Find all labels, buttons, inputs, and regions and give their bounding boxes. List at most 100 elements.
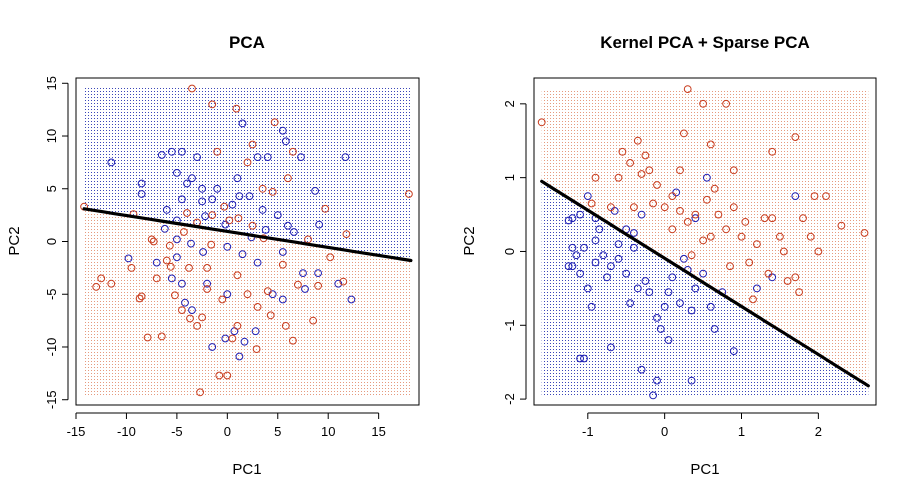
data-point-class_b xyxy=(729,203,738,212)
y-tick-label: -15 xyxy=(44,390,59,409)
data-point-class_b xyxy=(152,274,161,283)
data-point-class_a xyxy=(213,184,222,193)
data-point-class_b xyxy=(233,322,242,330)
data-point-class_a xyxy=(299,269,307,278)
data-point-class_a xyxy=(580,354,588,363)
data-point-class_b xyxy=(339,277,348,286)
data-point-class_a xyxy=(183,179,191,188)
data-point-class_b xyxy=(680,129,688,138)
data-point-class_b xyxy=(270,118,279,127)
data-point-class_b xyxy=(722,99,730,108)
data-point-class_a xyxy=(240,337,249,346)
data-point-class_a xyxy=(649,391,657,400)
data-point-class_a xyxy=(656,325,665,333)
data-point-class_b xyxy=(266,311,275,320)
data-point-class_b xyxy=(614,173,623,182)
data-point-class_a xyxy=(193,153,202,162)
data-point-class_b xyxy=(764,269,773,278)
x-tick-label: 0 xyxy=(661,424,668,439)
data-point-class_a xyxy=(188,306,196,315)
data-point-class_a xyxy=(181,298,189,307)
decision-boundary xyxy=(540,179,870,388)
data-point-class_a xyxy=(703,173,711,182)
data-point-class_a xyxy=(253,153,262,162)
data-point-class_a xyxy=(167,274,176,283)
data-point-class_b xyxy=(618,147,627,156)
data-point-class_b xyxy=(683,218,692,226)
x-tick-label: 1 xyxy=(738,424,745,439)
data-point-class_a xyxy=(238,250,247,259)
data-point-class_b xyxy=(791,273,800,282)
data-point-class_a xyxy=(157,151,166,159)
data-point-class_a xyxy=(637,210,646,219)
data-point-class_a xyxy=(699,269,707,278)
data-point-class_b xyxy=(289,147,297,156)
y-tick-label: -1 xyxy=(502,319,517,331)
data-point-class_b xyxy=(220,202,229,211)
data-point-class_b xyxy=(228,334,237,343)
data-point-class_a xyxy=(137,179,146,188)
data-point-class_b xyxy=(753,240,761,249)
data-point-class_b xyxy=(127,264,136,272)
data-point-class_a xyxy=(576,210,584,219)
data-point-class_b xyxy=(405,190,413,198)
data-point-class_a xyxy=(253,258,262,267)
data-point-class_b xyxy=(706,232,715,241)
y-tick-label: -5 xyxy=(44,288,59,300)
data-point-class_a xyxy=(633,284,642,293)
data-point-class_a xyxy=(653,376,661,385)
data-point-class_a xyxy=(603,273,611,282)
data-point-class_a xyxy=(568,243,577,252)
data-point-class_a xyxy=(278,126,287,135)
data-point-class_b xyxy=(714,210,723,219)
data-point-class_a xyxy=(278,295,287,304)
data-point-class_b xyxy=(178,306,186,315)
data-point-class_a xyxy=(614,254,623,263)
data-point-class_a xyxy=(167,147,176,156)
data-point-class_b xyxy=(342,230,351,239)
y-tick-label: 1 xyxy=(502,174,517,181)
data-point-class_b xyxy=(188,84,196,93)
data-point-class_b xyxy=(653,181,661,189)
decision-boundary xyxy=(82,207,413,263)
y-tick-label: 5 xyxy=(44,185,59,192)
data-point-class_b xyxy=(837,221,846,230)
data-point-class_a xyxy=(173,169,181,177)
panel-pca: PCA PC1 PC2 -15 -10 -5 0 5 10 15 -15 -10 -5 0 5 10 15 xyxy=(6,33,420,478)
decision-region-class_b xyxy=(84,208,411,396)
data-point-class_b xyxy=(223,371,232,380)
data-point-class_b xyxy=(810,192,819,201)
data-point-class_a xyxy=(664,336,673,344)
data-point-class_a xyxy=(188,174,196,183)
data-point-class_b xyxy=(232,104,241,113)
plot-area: -15 -10 -5 0 5 10 15 -15 -10 -5 0 5 10 15 xyxy=(44,76,420,439)
decision-region-class_a xyxy=(541,181,869,397)
data-point-class_a xyxy=(178,147,186,156)
x-tick-label: 15 xyxy=(371,424,385,439)
data-point-class_b xyxy=(537,118,546,127)
data-point-class_a xyxy=(315,220,324,229)
data-point-class_b xyxy=(737,232,746,241)
data-point-class_a xyxy=(576,269,584,278)
data-point-class_b xyxy=(258,184,267,193)
data-point-class_a xyxy=(238,119,247,128)
data-point-class_a xyxy=(687,376,696,385)
data-point-class_b xyxy=(162,256,171,265)
data-point-class_a xyxy=(607,343,615,352)
data-point-class_a xyxy=(641,277,650,285)
data-point-class_b xyxy=(783,277,792,285)
data-point-class_b xyxy=(207,240,216,249)
data-point-class_b xyxy=(699,236,707,245)
data-point-class_a xyxy=(107,158,116,167)
data-point-class_a xyxy=(261,226,270,234)
data-point-class_a xyxy=(347,295,356,304)
data-point-class_b xyxy=(135,294,144,303)
data-point-class_b xyxy=(791,133,800,142)
data-point-class_a xyxy=(645,288,654,297)
data-point-class_a xyxy=(301,285,309,293)
plot-frame xyxy=(533,77,877,406)
data-point-class_a xyxy=(564,262,573,271)
data-point-class_a xyxy=(576,354,584,363)
data-point-class_a xyxy=(290,228,298,236)
data-point-class_a xyxy=(221,220,230,229)
